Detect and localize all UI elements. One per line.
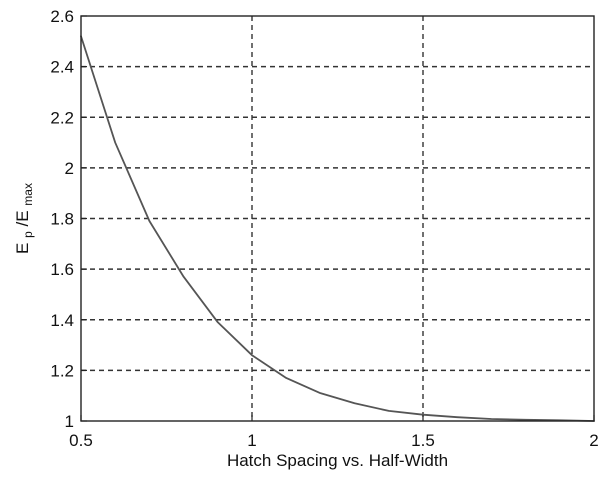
y-axis-label: E p /E max bbox=[13, 183, 36, 254]
curve-layer bbox=[80, 35, 595, 422]
y-tick-label: 1.8 bbox=[50, 210, 74, 229]
y-tick-label: 1.4 bbox=[50, 311, 74, 330]
grid-layer bbox=[81, 16, 594, 421]
y-tick-label: 1 bbox=[65, 412, 74, 431]
y-tick-label: 1.2 bbox=[50, 361, 74, 380]
y-axis-label-slash: /E bbox=[13, 210, 32, 226]
y-tick-label: 2 bbox=[65, 159, 74, 178]
y-axis-label-main: E bbox=[13, 243, 32, 254]
series-line bbox=[80, 35, 595, 422]
y-tick-label: 1.6 bbox=[50, 260, 74, 279]
x-tick-label: 1.5 bbox=[411, 431, 435, 450]
y-tick-label: 2.2 bbox=[50, 108, 74, 127]
x-tick-label: 0.5 bbox=[69, 431, 93, 450]
y-tick-label: 2.4 bbox=[50, 58, 74, 77]
y-tick-label: 2.6 bbox=[50, 7, 74, 26]
x-axis-label: Hatch Spacing vs. Half-Width bbox=[227, 451, 448, 470]
x-tick-label: 2 bbox=[589, 431, 598, 450]
y-axis-label-sub2: max bbox=[21, 183, 35, 206]
x-tick-label: 1 bbox=[247, 431, 256, 450]
y-axis-label-sub1: p bbox=[21, 231, 35, 238]
tick-layer: 0.5 1 1.5 211.21.41.61.822.22.42.6 bbox=[50, 7, 598, 450]
